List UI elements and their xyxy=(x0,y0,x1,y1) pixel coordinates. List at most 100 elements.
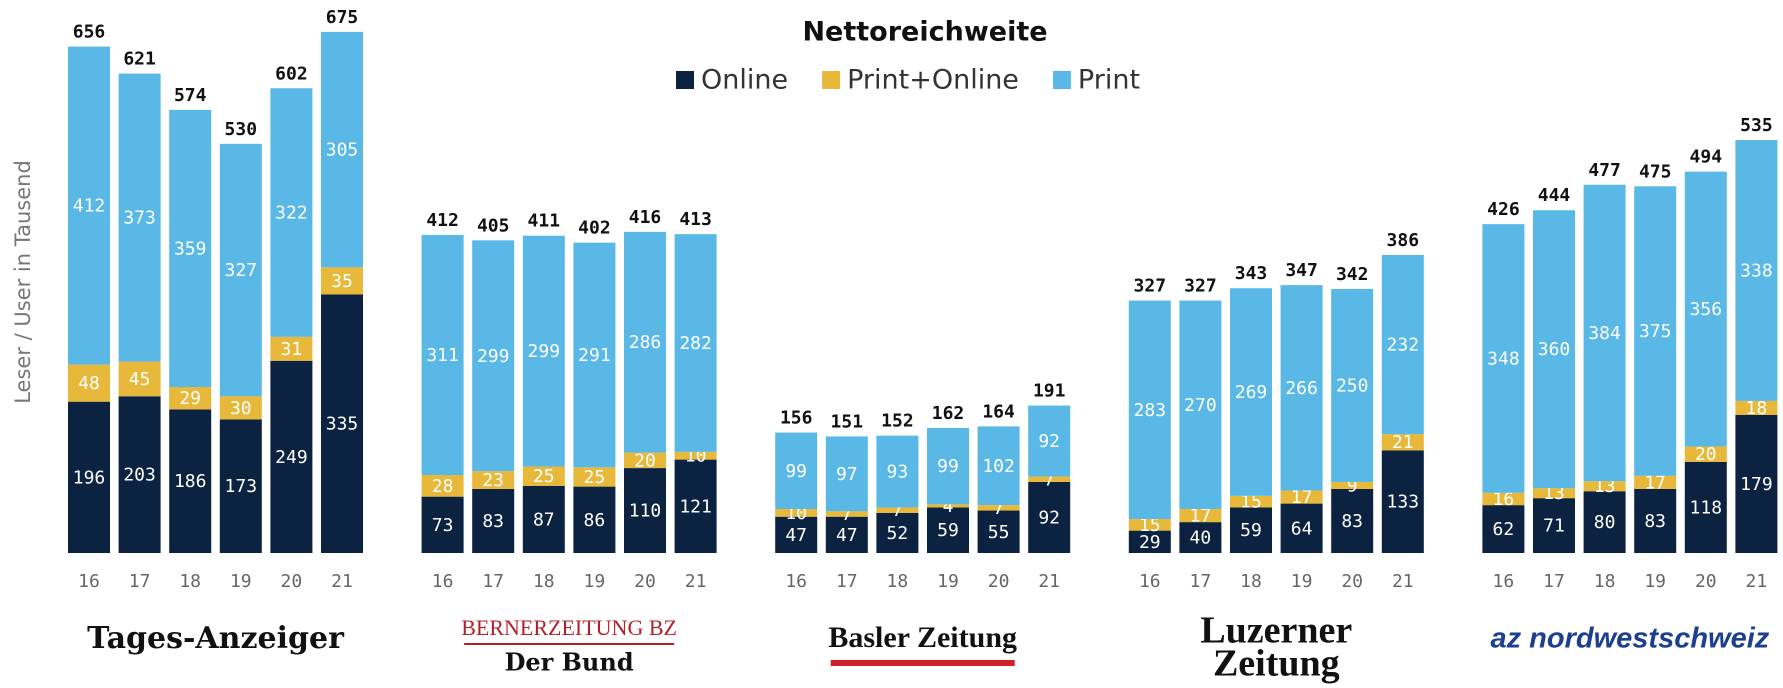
total-label: 405 xyxy=(477,215,510,236)
bar-segment xyxy=(321,31,363,268)
total-label: 162 xyxy=(932,403,965,424)
segment-label: 92 xyxy=(1038,507,1060,528)
bar-segment xyxy=(219,419,262,553)
segment-label: 31 xyxy=(281,339,303,360)
bar-segment xyxy=(1028,405,1071,477)
bar-segment xyxy=(876,507,919,513)
segment-label: 92 xyxy=(1038,431,1060,452)
segment-label: 86 xyxy=(584,510,606,531)
x-tick-label: 18 xyxy=(1240,571,1262,592)
segment-label: 45 xyxy=(129,369,151,390)
bar-segment xyxy=(927,427,969,505)
bar-segment xyxy=(927,507,969,553)
segment-label: 286 xyxy=(629,332,662,353)
segment-label: 48 xyxy=(78,373,100,394)
segment-label: 93 xyxy=(887,462,909,483)
x-tick-label: 16 xyxy=(432,571,454,592)
bar-segment xyxy=(573,467,616,487)
segment-label: 13 xyxy=(1543,483,1565,504)
x-tick-label: 16 xyxy=(78,571,100,592)
segment-label: 110 xyxy=(629,501,662,522)
bar-segment xyxy=(1533,498,1575,553)
x-tick-label: 19 xyxy=(1291,571,1313,592)
logo-text: Zeitung xyxy=(1213,643,1340,685)
y-axis-label: Leser / User in Tausend xyxy=(11,160,35,404)
bar-segment xyxy=(775,516,818,553)
bar-segment xyxy=(169,409,212,553)
logo-text: Luzerner xyxy=(1200,610,1352,652)
x-tick-label: 19 xyxy=(230,571,252,592)
segment-label: 299 xyxy=(477,346,510,367)
segment-label: 299 xyxy=(528,341,561,362)
segment-label: 23 xyxy=(482,470,504,491)
logo-rule xyxy=(464,643,675,645)
legend-label: Print xyxy=(1078,65,1140,96)
total-label: 535 xyxy=(1740,115,1773,136)
segment-label: 359 xyxy=(174,238,207,259)
segment-label: 99 xyxy=(937,456,959,477)
bar-segment xyxy=(1583,491,1626,553)
segment-label: 80 xyxy=(1594,512,1616,533)
bar-segment xyxy=(674,459,717,553)
bar-segment xyxy=(775,508,818,517)
segment-label: 250 xyxy=(1336,375,1369,396)
segment-label: 83 xyxy=(482,511,504,532)
x-tick-label: 16 xyxy=(1493,571,1515,592)
logo-text: az nordwestschweiz xyxy=(1490,623,1769,655)
total-label: 530 xyxy=(225,119,258,140)
logo-text: Der Bund xyxy=(505,648,634,677)
segment-label: 373 xyxy=(123,208,156,229)
bar-segment xyxy=(1583,481,1626,492)
chart-title: Nettoreichweite xyxy=(802,17,1047,48)
x-tick-label: 19 xyxy=(584,571,606,592)
bar-segment xyxy=(1482,492,1525,506)
total-label: 602 xyxy=(275,63,308,84)
x-tick-label: 21 xyxy=(1746,571,1768,592)
bar-segment xyxy=(1230,507,1272,553)
bar-segment xyxy=(219,396,262,420)
segment-label: 356 xyxy=(1690,299,1723,320)
x-tick-label: 16 xyxy=(1139,571,1161,592)
bar-segment xyxy=(1179,300,1222,509)
segment-label: 173 xyxy=(225,476,258,497)
total-label: 191 xyxy=(1033,381,1066,402)
bar-segment xyxy=(68,364,110,402)
x-tick-label: 17 xyxy=(836,571,858,592)
total-label: 444 xyxy=(1538,185,1571,206)
segment-label: 59 xyxy=(1240,520,1262,541)
bar-segment xyxy=(169,387,212,410)
total-label: 494 xyxy=(1690,147,1723,168)
bar-segment xyxy=(624,231,666,453)
total-label: 327 xyxy=(1134,276,1167,297)
x-tick-label: 21 xyxy=(685,571,707,592)
x-tick-label: 21 xyxy=(331,571,353,592)
total-label: 164 xyxy=(982,401,1015,422)
bar-segment xyxy=(1533,488,1575,499)
total-label: 402 xyxy=(578,218,611,239)
bar-segment xyxy=(825,516,868,553)
bar-segment xyxy=(977,510,1020,553)
bar-segment xyxy=(1128,519,1171,531)
bar-segment xyxy=(624,452,666,469)
segment-label: 52 xyxy=(887,523,909,544)
bar-segment xyxy=(1684,171,1727,447)
bar-segment xyxy=(270,336,313,361)
x-tick-label: 18 xyxy=(179,571,201,592)
segment-label: 311 xyxy=(426,345,459,366)
bar-segment xyxy=(573,486,616,553)
segment-label: 29 xyxy=(1139,532,1161,553)
total-label: 342 xyxy=(1336,264,1369,285)
logo-text: Basler Zeitung xyxy=(828,621,1017,654)
segment-label: 47 xyxy=(836,525,858,546)
total-label: 621 xyxy=(123,49,156,70)
segment-label: 196 xyxy=(73,467,106,488)
bar-segment xyxy=(169,109,212,388)
segment-label: 305 xyxy=(326,140,359,161)
x-tick-label: 19 xyxy=(1644,571,1666,592)
bar-segment xyxy=(270,360,313,553)
total-label: 347 xyxy=(1285,260,1318,281)
segment-label: 7 xyxy=(1044,469,1055,490)
bar-segment xyxy=(68,401,110,553)
bar-segment xyxy=(825,436,868,512)
segment-label: 282 xyxy=(679,333,712,354)
